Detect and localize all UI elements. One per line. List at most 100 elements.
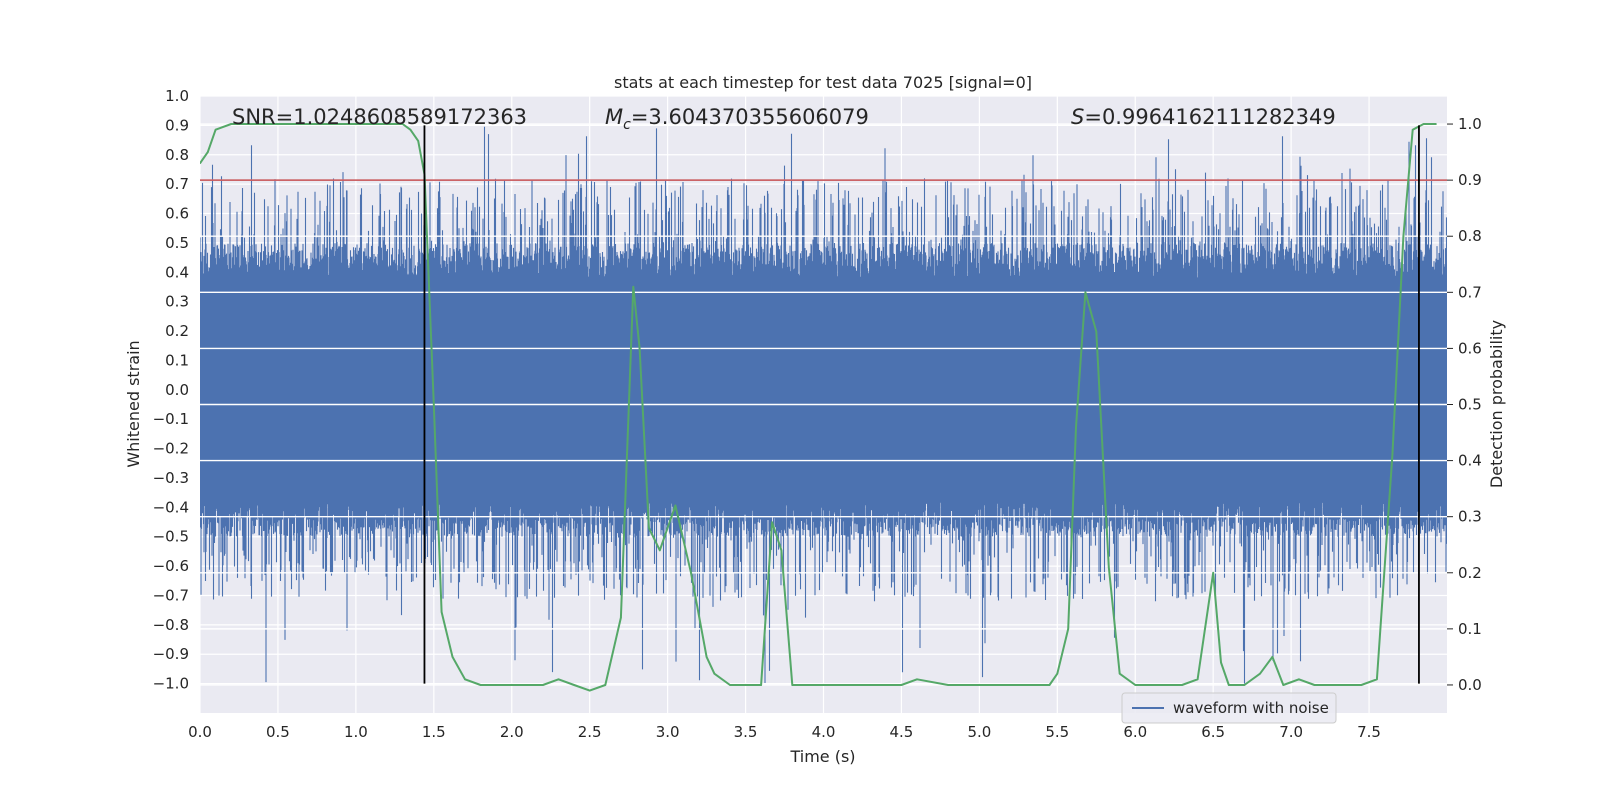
detection-probability-point (479, 684, 482, 686)
x-tick-label: 1.5 (422, 723, 446, 741)
y-right-tick-label: 0.9 (1458, 171, 1482, 189)
x-tick-label: 7.5 (1357, 723, 1381, 741)
s-value: =0.9964162111282349 (1084, 105, 1335, 129)
detection-probability-point (557, 678, 560, 681)
y-right-tick-label: 0.1 (1458, 620, 1482, 638)
y-right-tick-label: 0.6 (1458, 339, 1482, 357)
detection-probability-point (245, 123, 248, 125)
y-right-tick-label: 1.0 (1458, 115, 1482, 133)
detection-probability-point (648, 527, 650, 529)
y-left-axis-label: Whitened strain (124, 340, 143, 467)
legend-box (1121, 692, 1337, 724)
y-right-tick-label: 0.2 (1458, 564, 1482, 582)
y-left-tick-label: 0.3 (165, 293, 189, 311)
detection-probability-point (807, 684, 809, 686)
detection-probability-point (947, 684, 949, 686)
detection-probability-point (638, 347, 641, 350)
detection-probability-point (1196, 678, 1199, 681)
detection-probability-point (1411, 128, 1414, 131)
detection-probability-point (1118, 672, 1121, 675)
detection-probability-point (1259, 672, 1261, 675)
detection-probability-point (900, 684, 903, 686)
chirp-mass-annotation: Mc=3.604370355606079 (605, 105, 869, 133)
detection-probability-point (588, 689, 591, 692)
x-tick-label: 4.0 (812, 723, 836, 741)
x-tick-label: 3.0 (656, 723, 680, 741)
y-right-tick-label: 0.7 (1458, 283, 1482, 301)
detection-probability-point (674, 504, 677, 507)
detection-probability-point (1107, 566, 1110, 568)
x-tick-label: 5.5 (1045, 723, 1069, 741)
y-left-tick-label: −0.6 (153, 557, 189, 575)
detection-probability-point (200, 162, 201, 165)
mc-symbol: M (605, 105, 623, 129)
x-tick-label: 4.5 (890, 723, 914, 741)
y-left-tick-label: 0.9 (165, 116, 189, 134)
detection-probability-point (978, 684, 981, 686)
detection-probability-point (632, 285, 635, 288)
detection-probability-point (451, 656, 454, 658)
detection-probability-point (1360, 684, 1363, 686)
y-left-tick-label: −0.7 (153, 586, 189, 604)
x-axis-label: Time (s) (789, 747, 855, 766)
x-tick-label: 6.0 (1123, 723, 1147, 741)
axis-ticks: 0.0 0.5 1.0 1.5 2.0 2.5 3.0 3.5 4.0 4.5 5.0 5.5 6.0 6… (153, 87, 1482, 741)
detection-probability-point (230, 123, 232, 125)
x-tick-label: 0.5 (266, 723, 290, 741)
detection-probability-point (417, 140, 420, 142)
detection-probability-point (1048, 684, 1051, 686)
x-tick-label: 3.5 (734, 723, 758, 741)
detection-probability-point (495, 684, 497, 686)
detection-probability-point (1298, 678, 1300, 681)
overlay-lines (200, 123, 1447, 692)
y-left-tick-label: 0.7 (165, 175, 189, 193)
detection-probability-point (822, 684, 825, 686)
detection-probability-point (1095, 330, 1098, 333)
detection-probability-point (620, 616, 622, 619)
detection-probability-point (433, 403, 435, 406)
detection-probability-point (713, 672, 716, 675)
x-tick-label: 5.0 (967, 723, 991, 741)
s-symbol: S (1071, 105, 1084, 129)
detection-probability-point (1220, 661, 1222, 664)
detection-probability-point (869, 684, 872, 686)
detection-probability-point (526, 684, 529, 686)
x-tick-label: 1.0 (344, 723, 368, 741)
detection-probability-point (1084, 291, 1087, 294)
x-tick-label: 6.5 (1201, 723, 1225, 741)
mc-subscript: c (623, 117, 631, 133)
y-left-tick-label: −1.0 (153, 675, 189, 693)
x-tick-label: 7.0 (1279, 723, 1303, 741)
detection-probability-point (1075, 426, 1077, 428)
detection-probability-point (1067, 628, 1070, 630)
detection-probability-point (1181, 684, 1183, 686)
detection-probability-point (916, 678, 918, 681)
detection-probability-point (386, 123, 388, 125)
y-right-axis-label: Detection probability (1487, 320, 1506, 488)
detection-probability-point (780, 549, 783, 552)
y-left-tick-label: 1.0 (165, 87, 189, 105)
s-annotation: S=0.9964162111282349 (1071, 105, 1336, 129)
y-left-tick-label: 0.0 (165, 381, 189, 399)
legend: waveform with noise (1121, 692, 1337, 724)
detection-probability-point (1227, 684, 1230, 686)
detection-probability-point (771, 521, 773, 524)
detection-probability-point (308, 123, 310, 125)
y-left-tick-label: −0.5 (153, 528, 189, 546)
y-left-tick-label: −0.8 (153, 616, 189, 634)
detection-probability-point (1150, 684, 1152, 686)
detection-probability-point (401, 123, 404, 125)
detection-probability-line (200, 123, 1437, 692)
y-left-tick-label: −0.9 (153, 645, 189, 663)
detection-probability-point (1243, 684, 1246, 686)
detection-probability-point (760, 684, 762, 686)
detection-probability-point (1212, 571, 1214, 574)
y-left-tick-label: −0.1 (153, 410, 189, 428)
detection-probability-point (440, 611, 443, 613)
detection-probability-point (604, 684, 607, 686)
detection-probability-point (1134, 684, 1137, 686)
detection-probability-point (1337, 684, 1339, 686)
detection-probability-point (573, 684, 575, 686)
chart-title: stats at each timestep for test data 702… (614, 73, 1032, 92)
y-right-tick-label: 0.8 (1458, 227, 1482, 245)
